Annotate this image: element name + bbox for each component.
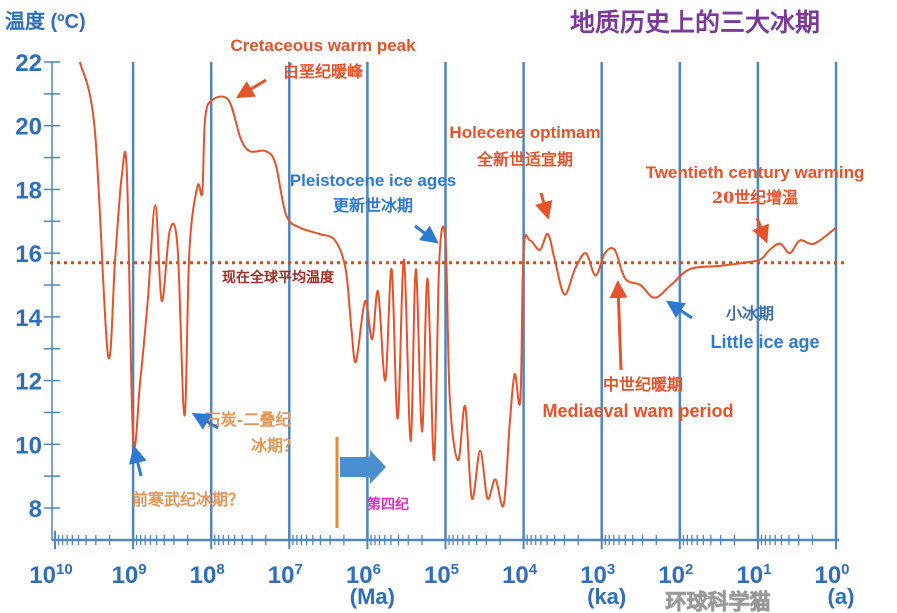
x-tick-label: 102: [658, 561, 693, 589]
arrow-cretaceous: [235, 78, 267, 99]
x-tick-label: 104: [502, 561, 538, 589]
annotation-little-ice-age-zh: 小冰期: [726, 304, 774, 323]
annotation-holocene-en: Holecene optimam: [449, 123, 600, 142]
x-tick-label: 108: [190, 561, 225, 589]
arrow-carboniferous: [191, 413, 219, 430]
arrow-little-ice-age: [666, 300, 693, 320]
annotation-carboniferous-zh2: 冰期？: [251, 436, 299, 455]
annotation-quaternary-zh: 第四纪: [367, 496, 409, 513]
x-tick-label: 101: [736, 561, 771, 589]
annotation-medieval-en: Mediaeval wam period: [542, 401, 733, 421]
annotation-twentieth-zh: 20世纪增温: [712, 188, 798, 207]
annotation-pleistocene-zh: 更新世冰期: [333, 196, 413, 215]
annotation-precambrian-zh: 前寒武纪冰期？: [132, 490, 244, 509]
axes: [44, 61, 839, 549]
x-tick-label: 105: [424, 561, 459, 589]
x-tick-labels: 1010 109 108 107 106 105 104 103 102 101 100: [29, 561, 849, 589]
annotation-pleistocene-en: Pleistocene ice ages: [290, 171, 456, 190]
x-tick-label: 103: [580, 561, 615, 589]
y-tick-label: 20: [15, 114, 42, 141]
x-tick-label: 106: [346, 561, 381, 589]
annotation-carboniferous-zh: 石炭-二叠纪: [204, 410, 292, 429]
y-axis-label: 温度 (ºC): [5, 9, 86, 33]
x-unit-labels: (Ma) (ka) (a): [350, 584, 855, 609]
y-tick-label: 16: [15, 241, 42, 268]
y-tick-label: 12: [15, 369, 42, 396]
arrow-twentieth: [752, 217, 769, 244]
y-tick-label: 10: [15, 432, 42, 459]
watermark: 环球科学猫: [666, 590, 771, 613]
arrow-precambrian: [129, 445, 147, 477]
x-tick-label: 109: [112, 561, 147, 589]
arrow-holocene: [535, 192, 553, 220]
annotation-cretaceous-en: Cretaceous warm peak: [230, 36, 416, 55]
y-tick-label: 8: [29, 496, 42, 523]
annotation-cretaceous-zh: 白垩纪暖峰: [283, 62, 364, 81]
y-tick-label: 22: [15, 50, 42, 77]
x-unit-label: (ka): [587, 584, 626, 609]
x-tick-label: 100: [814, 561, 849, 589]
annotation-holocene-zh: 全新世适宜期: [476, 150, 573, 169]
x-unit-label: (Ma): [350, 584, 395, 609]
annotation-little-ice-age-en: Little ice age: [710, 332, 819, 352]
chart-title: 地质历史上的三大冰期: [570, 8, 820, 37]
y-tick-label: 14: [15, 305, 42, 332]
x-tick-label: 1010: [29, 561, 72, 589]
series-line-temperature: [78, 61, 837, 508]
annotation-medieval-zh: 中世纪暖期: [603, 375, 683, 394]
x-tick-label: 107: [268, 561, 303, 589]
vertical-gridlines: [131, 62, 838, 540]
arrow-medieval: [609, 280, 628, 371]
y-tick-label: 18: [15, 177, 42, 204]
reference-line-label: 现在全球平均温度: [222, 269, 335, 286]
y-tick-labels: 22 20 18 16 14 12 10 8: [15, 50, 42, 523]
annotation-twentieth-en: Twentieth century warming: [646, 163, 865, 182]
arrow-pleistocene: [414, 224, 439, 244]
quaternary-arrow-icon: [340, 450, 386, 484]
x-unit-label: (a): [828, 584, 855, 609]
